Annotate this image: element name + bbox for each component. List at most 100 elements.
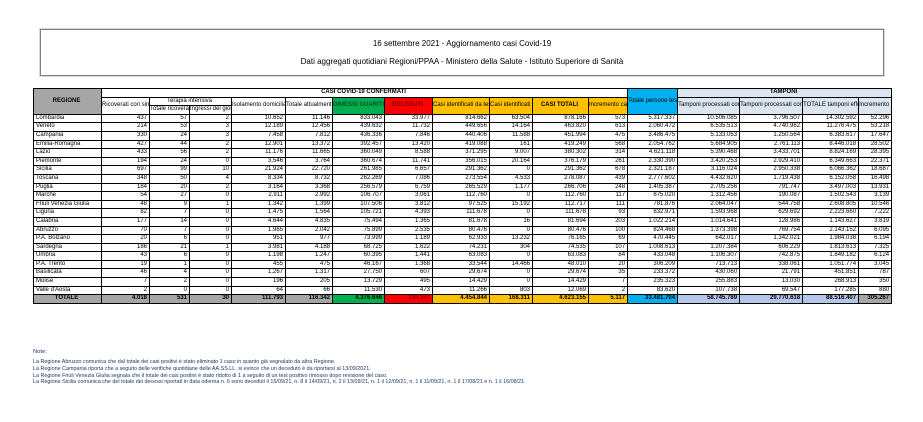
value-cell: 6.383.617 xyxy=(802,130,860,141)
value-cell: 306.209 xyxy=(627,259,679,270)
header-group-tamponi: TAMPONI xyxy=(677,88,893,98)
table-row: Calabria 177 14 0 4.644 4.835 75.494 1.365 81.67… xyxy=(33,216,893,227)
value-cell: 11.146 xyxy=(285,113,333,124)
table-row: P.A. Trento 19 1 0 455 475 46.167 1.368 33.544 14… xyxy=(33,259,893,270)
value-cell: 1.813.613 xyxy=(802,242,860,253)
value-cell: 0 xyxy=(189,251,232,261)
value-cell: 449.656 xyxy=(432,122,490,132)
value-cell: 7 xyxy=(149,225,190,236)
total-value-cell: 58.745.789 xyxy=(677,294,741,304)
value-cell: 495 xyxy=(384,277,433,287)
value-cell: 48 xyxy=(101,199,150,210)
value-cell: 2 xyxy=(587,285,629,296)
value-cell: 1.849.182 xyxy=(802,251,860,261)
value-cell: 350 xyxy=(858,277,893,287)
table-row: Puglia 184 20 2 3.164 3.368 256.579 6.759 265.52… xyxy=(33,182,893,193)
value-cell: 2.929.410 xyxy=(739,156,804,167)
total-label: TOTALE xyxy=(33,294,102,304)
region-name: Piemonte xyxy=(33,156,102,167)
value-cell: 380.302 xyxy=(532,148,589,158)
value-cell: 29.674 xyxy=(432,268,490,279)
value-cell: 20 xyxy=(101,234,150,244)
value-cell: 1.368 xyxy=(384,259,433,270)
total-value-cell: 116.342 xyxy=(285,294,333,304)
table-row: Friuli Venezia Giulia 48 9 1 1.342 1.399 107.5… xyxy=(33,199,893,210)
value-cell: 46.167 xyxy=(332,259,385,270)
value-cell: 14 xyxy=(149,216,190,227)
value-cell: 4.835 xyxy=(285,216,333,227)
value-cell: 1.106.307 xyxy=(677,251,741,261)
value-cell: 68.725 xyxy=(332,242,385,253)
value-cell: 76.165 xyxy=(532,234,589,244)
value-cell: 13.420 xyxy=(384,139,433,150)
value-cell: 824.468 xyxy=(627,225,679,236)
value-cell: 3.764 xyxy=(285,156,333,167)
table-row: Molise 7 2 0 196 205 13.729 495 14.429 0 14.429 7 23… xyxy=(33,277,893,287)
value-cell: 606.229 xyxy=(739,242,804,253)
value-cell: 14.164 xyxy=(489,122,533,132)
value-cell: 4 xyxy=(149,268,190,279)
value-cell: 470.445 xyxy=(627,234,679,244)
value-cell: 880 xyxy=(858,285,893,296)
value-cell: 0 xyxy=(189,259,232,270)
value-cell: 13.232 xyxy=(489,234,533,244)
region-name: Umbria xyxy=(33,251,102,261)
value-cell: 451.851 xyxy=(802,268,860,279)
region-name: P.A. Bolzano xyxy=(33,234,102,244)
value-cell: 875.020 xyxy=(627,191,679,201)
value-cell: 27.750 xyxy=(332,268,385,279)
header-persone-testate: Totale persone testate xyxy=(627,88,679,115)
value-cell: 205 xyxy=(285,277,333,287)
value-cell: 5.684.905 xyxy=(677,139,741,150)
value-cell: 6.124 xyxy=(858,251,893,261)
value-cell: 7.846 xyxy=(384,130,433,141)
value-cell: 11.732 xyxy=(384,122,433,132)
value-cell: 21 xyxy=(149,242,190,253)
region-name: Marche xyxy=(33,191,102,201)
value-cell: 81.678 xyxy=(432,216,490,227)
value-cell: 0 xyxy=(489,225,533,236)
note-line: La Regione Friuli Venezia Giulia segnala… xyxy=(33,372,388,379)
value-cell: 190.087 xyxy=(739,191,804,201)
total-value-cell: 29.770.618 xyxy=(739,294,804,304)
value-cell: 233.372 xyxy=(627,268,679,279)
value-cell: 0 xyxy=(189,156,232,167)
value-cell: 2 xyxy=(189,148,232,158)
value-cell: 46 xyxy=(101,268,150,279)
value-cell: 44 xyxy=(149,139,190,150)
value-cell: 107 xyxy=(587,242,629,253)
value-cell: 11.276.475 xyxy=(802,122,860,132)
value-cell: 52.296 xyxy=(858,113,893,124)
value-cell: 80.476 xyxy=(532,225,589,236)
header-tamponi-totale: TOTALE tamponi effettuati xyxy=(802,96,860,115)
value-cell: 3.497.003 xyxy=(802,182,860,193)
value-cell: 430.060 xyxy=(677,268,741,279)
note-line: La Regione Sicilia comunica che del tota… xyxy=(33,379,526,386)
value-cell: 1.143.627 xyxy=(802,216,860,227)
value-cell: 6.349.663 xyxy=(802,156,860,167)
value-cell: 0 xyxy=(149,285,190,296)
value-cell: 1.207.384 xyxy=(677,242,741,253)
value-cell: 73.999 xyxy=(332,234,385,244)
value-cell: 0 xyxy=(189,277,232,287)
value-cell: 28.502 xyxy=(858,139,893,150)
value-cell: 781.876 xyxy=(627,199,679,210)
value-cell: 1.622 xyxy=(384,242,433,253)
value-cell: 2 xyxy=(189,139,232,150)
value-cell: 186 xyxy=(101,242,150,253)
value-cell: 2.321.187 xyxy=(627,165,679,175)
total-value-cell: 531 xyxy=(149,294,190,304)
value-cell: 3.164 xyxy=(231,182,286,193)
value-cell: 4.533 xyxy=(489,173,533,184)
table-body: Lombardia 437 57 2 10.652 11.146 833.043 33.977… xyxy=(33,113,893,296)
value-cell: 13.729 xyxy=(332,277,385,287)
value-cell: 3.812 xyxy=(384,199,433,210)
value-cell: 1 xyxy=(189,199,232,210)
value-cell: 1.250.564 xyxy=(739,130,804,141)
value-cell: 3.045 xyxy=(858,259,893,270)
value-cell: 2.143.152 xyxy=(802,225,860,236)
value-cell: 17.647 xyxy=(858,130,893,141)
value-cell: 2 xyxy=(189,182,232,193)
value-cell: 14.302.592 xyxy=(802,113,860,124)
value-cell: 6.066.362 xyxy=(802,165,860,175)
